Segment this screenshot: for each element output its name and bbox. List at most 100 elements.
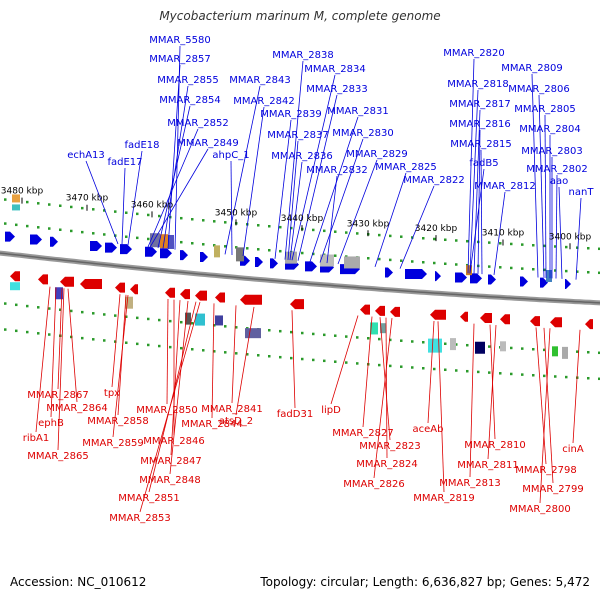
rev-line-31 — [572, 329, 581, 444]
cog-box-12 — [10, 282, 20, 291]
ring-dot — [312, 228, 315, 232]
forward-label-1: MMAR_2857 — [149, 54, 211, 65]
forward-label-22: MMAR_2825 — [375, 162, 437, 173]
fwd-line-29 — [469, 168, 485, 274]
ring-dot — [125, 235, 128, 238]
fwd-line-31 — [531, 73, 539, 278]
forward-label-25: MMAR_2818 — [447, 79, 509, 90]
ring-dot — [510, 346, 513, 350]
ring-dot — [92, 208, 95, 211]
ring-dot — [26, 200, 29, 204]
features — [5, 194, 593, 359]
cog-box-5 — [214, 245, 220, 258]
ring-dot — [312, 252, 315, 256]
ring-dot — [224, 245, 227, 248]
cog-box-10 — [466, 265, 472, 276]
reverse-label-2: ephB — [38, 418, 64, 429]
ring-dot — [444, 368, 447, 372]
forward-gene-2 — [50, 236, 58, 247]
ring-dot — [543, 268, 546, 272]
ring-dot — [422, 341, 425, 344]
fwd-line-24 — [467, 58, 475, 274]
ring-dot — [389, 364, 392, 368]
cog-box-7 — [285, 251, 297, 264]
ring-dot — [147, 343, 150, 347]
ring-dot — [521, 267, 524, 270]
ring-dot — [334, 230, 337, 233]
forward-label-3: MMAR_2854 — [159, 95, 221, 106]
forward-label-21: MMAR_2832 — [306, 165, 368, 176]
cog-box-0 — [12, 194, 20, 203]
ring-dot — [532, 373, 535, 377]
ring-dot — [488, 241, 491, 244]
reverse-label-6: MMAR_2858 — [87, 416, 149, 427]
forward-gene-12 — [270, 258, 278, 269]
fwd-line-23 — [399, 185, 435, 269]
reverse-label-21: MMAR_2824 — [356, 459, 418, 470]
ring-dot — [70, 205, 73, 209]
fwd-line-6 — [149, 148, 209, 248]
ring-dot — [235, 246, 238, 249]
ring-dot — [125, 341, 128, 344]
ring-dot — [598, 351, 600, 355]
reverse-label-11: MMAR_2848 — [139, 475, 201, 486]
ring-dot — [422, 237, 425, 240]
tick-labels: 3480 kbp 3470 kbp 3460 kbp 3450 kbp 3440 kbp… — [1, 187, 591, 250]
ring-dot — [103, 339, 106, 342]
ring-dot — [191, 241, 194, 245]
ring-dot — [444, 238, 447, 242]
ring-dot — [103, 233, 106, 236]
forward-label-2: MMAR_2855 — [157, 75, 219, 86]
forward-gene-4 — [105, 242, 117, 253]
reverse-label-30: MMAR_2800 — [509, 504, 571, 515]
ring-dot — [15, 329, 18, 333]
forward-gene-23 — [520, 276, 528, 287]
forward-label-14: MMAR_2833 — [306, 84, 368, 95]
ring-dot — [488, 345, 491, 348]
ring-dot — [411, 340, 414, 343]
reverse-label-29: MMAR_2799 — [522, 484, 584, 495]
ring-dot — [356, 336, 359, 339]
reverse-gene-12 — [360, 304, 370, 315]
ring-dot — [455, 369, 458, 372]
ring-dot — [4, 222, 7, 225]
ring-dot — [279, 225, 282, 229]
reverse-gene-17 — [480, 313, 492, 324]
reverse-label-13: MMAR_2853 — [109, 513, 171, 524]
forward-gene-8 — [180, 250, 188, 261]
fwd-line-7 — [85, 160, 119, 245]
fwd-line-28 — [480, 149, 483, 275]
forward-label-31: MMAR_2809 — [501, 63, 563, 74]
reverse-label-4: MMAR_2865 — [27, 451, 89, 462]
ring-dot — [400, 339, 403, 342]
ring-dot — [345, 231, 348, 234]
ring-dot — [180, 240, 183, 244]
ring-dot — [455, 239, 458, 242]
reverse-label-26: MMAR_2810 — [464, 440, 526, 451]
ring-dot — [521, 347, 524, 350]
forward-gene-22 — [488, 274, 496, 285]
ring-dot — [114, 234, 117, 237]
ring-dot — [532, 267, 535, 271]
forward-gene-21 — [470, 273, 482, 284]
rev-line-24 — [437, 321, 445, 493]
cog-box-15 — [185, 312, 191, 325]
rev-line-3 — [35, 286, 51, 433]
ring-dot — [576, 270, 579, 273]
ring-dot — [235, 326, 238, 329]
ring-dot — [466, 343, 469, 347]
reverse-label-24: MMAR_2819 — [413, 493, 475, 504]
rev-line-29 — [543, 327, 554, 484]
reverse-label-27: MMAR_2811 — [457, 460, 519, 471]
ring-dot — [598, 247, 600, 251]
topology-text: Topology: circular; Length: 6,636,827 bp… — [260, 575, 590, 589]
forward-label-11: MMAR_2842 — [233, 96, 295, 107]
rev-line-11 — [169, 300, 189, 475]
ring-dot — [576, 246, 579, 249]
forward-label-29: fadB5 — [469, 158, 498, 169]
ring-dot — [521, 243, 524, 246]
forward-label-6: MMAR_2849 — [177, 138, 239, 149]
ring-dot — [422, 367, 425, 370]
cog-box-23 — [475, 341, 485, 354]
ring-dot — [290, 226, 293, 230]
